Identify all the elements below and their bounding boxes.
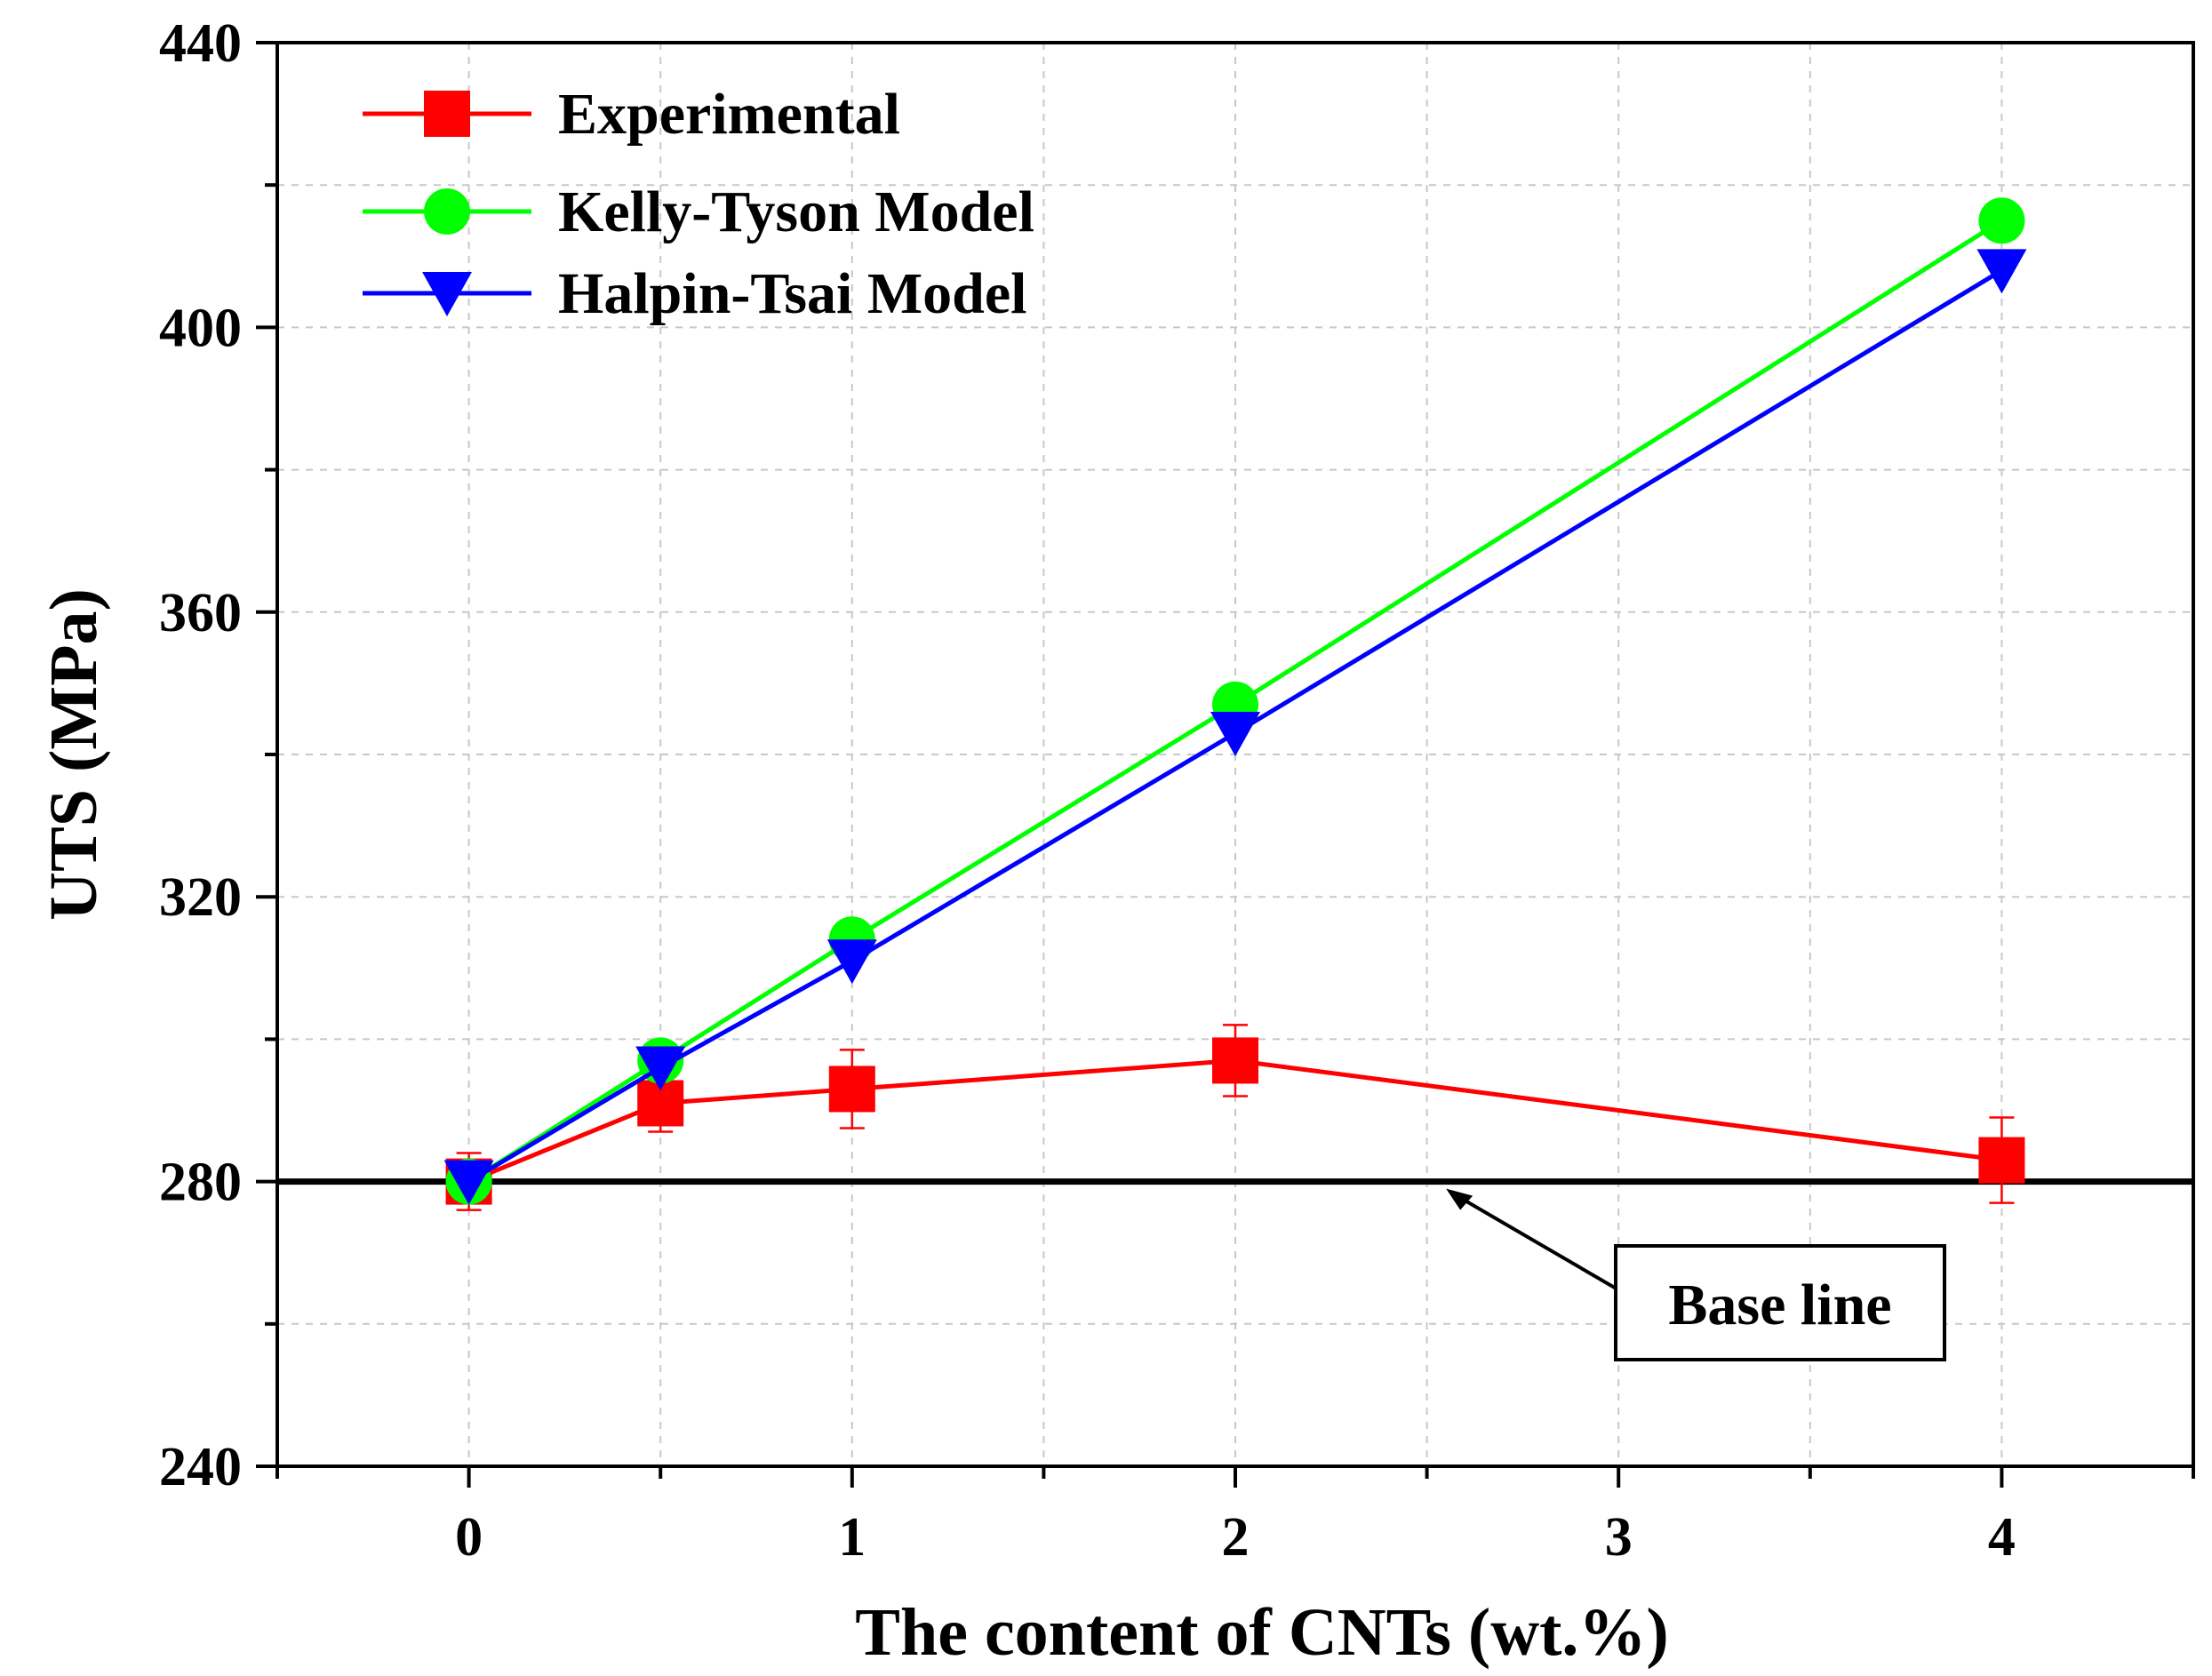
series	[443, 197, 2027, 1211]
data-point	[828, 1065, 875, 1113]
legend-marker	[424, 188, 470, 235]
y-tick-label: 280	[159, 1153, 242, 1213]
y-axis-label: UTS (MPa)	[36, 588, 111, 921]
legend-label: Experimental	[558, 82, 900, 147]
legend: Experimental Kelly-Tyson Model Halpin-Tsai…	[363, 82, 1034, 326]
x-tick-label: 3	[1605, 1507, 1633, 1568]
data-point	[1976, 249, 2027, 294]
y-tick-label: 440	[159, 13, 242, 74]
legend-marker	[422, 272, 472, 316]
baseline-arrow-shaft	[1456, 1193, 1621, 1292]
baseline-arrowhead	[1446, 1188, 1473, 1210]
x-tick-label: 2	[1222, 1507, 1250, 1568]
y-tick-label: 400	[159, 298, 242, 358]
legend-label: Kelly-Tyson Model	[558, 180, 1034, 244]
legend-label: Halpin-Tsai Model	[558, 261, 1027, 326]
baseline: Base line	[277, 1178, 2193, 1361]
baseline-label: Base line	[1668, 1273, 1891, 1337]
y-tick-label: 240	[159, 1437, 242, 1497]
x-tick-label: 1	[838, 1507, 866, 1568]
y-tick-label: 360	[159, 583, 242, 643]
axis-ticks: 0 1 2 3 4 240 280 320 360 400 440	[159, 13, 2195, 1568]
series-triangle-down	[443, 249, 2027, 1205]
baseline-label-box	[1614, 1244, 1946, 1361]
data-point	[1978, 1137, 2025, 1184]
y-tick-label: 320	[159, 867, 242, 928]
plot-frame	[276, 41, 2195, 1468]
data-point	[635, 1046, 686, 1091]
data-point	[827, 939, 877, 985]
x-tick-label: 4	[1988, 1507, 2016, 1568]
legend-marker	[424, 91, 470, 137]
data-point	[1978, 197, 2025, 244]
grid	[277, 43, 2193, 1466]
data-point	[1212, 1037, 1258, 1084]
x-axis-label: The content of CNTs (wt.%)	[855, 1595, 1669, 1670]
data-point	[1210, 711, 1260, 756]
data-point	[443, 1160, 494, 1205]
x-tick-label: 0	[455, 1507, 483, 1568]
